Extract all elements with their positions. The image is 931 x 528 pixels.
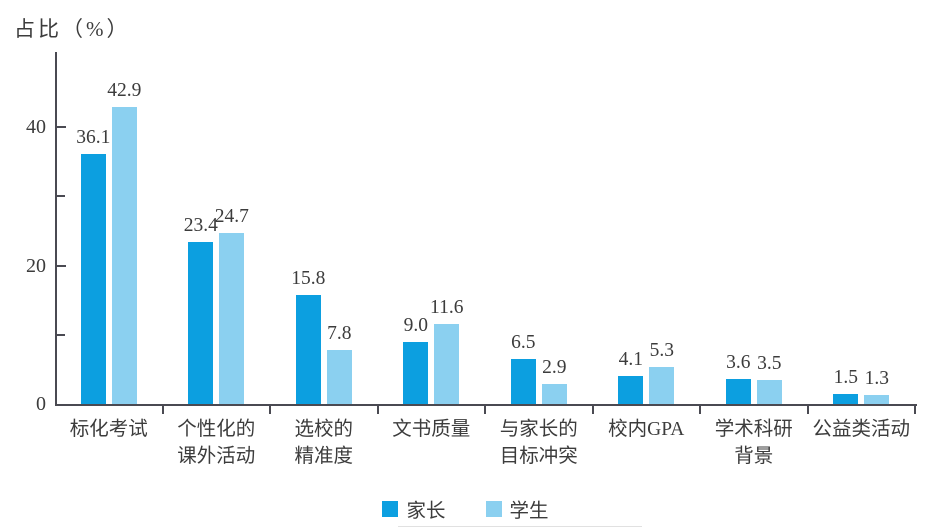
x-tick — [161, 406, 164, 414]
x-tick — [376, 406, 379, 414]
legend-swatch — [382, 500, 399, 517]
y-major-tick — [57, 126, 66, 128]
bar-value-label: 1.3 — [864, 367, 889, 389]
y-major-tick — [57, 264, 66, 267]
bar-value-label: 9.0 — [403, 314, 428, 336]
x-tick — [269, 406, 271, 414]
x-tick — [914, 406, 916, 414]
bar-学生-3 — [434, 323, 460, 404]
legend-item-学生: 学生 — [485, 494, 549, 523]
bar-value-label: 1.5 — [833, 366, 858, 388]
bottom-edge-artifact — [398, 526, 642, 527]
legend: 家长 学生 — [0, 494, 931, 523]
y-tick-label: 40 — [26, 116, 46, 138]
bar-家长-0 — [80, 154, 106, 404]
bar-学生-6 — [756, 379, 782, 404]
bar-value-label: 15.8 — [291, 267, 326, 289]
legend-label: 学生 — [509, 501, 549, 522]
bar-家长-3 — [403, 341, 429, 404]
y-tick-label: 0 — [36, 393, 46, 415]
bar-value-label: 42.9 — [107, 79, 142, 101]
category-label: 学术科研 背景 — [714, 419, 793, 467]
x-tick — [699, 406, 701, 414]
bar-家长-7 — [833, 393, 859, 404]
category-label: 公益类活动 — [812, 419, 910, 440]
x-tick — [484, 406, 486, 414]
x-axis-line — [55, 404, 917, 406]
bar-家长-6 — [725, 379, 751, 404]
bar-学生-5 — [649, 367, 675, 404]
y-tick-label: 20 — [26, 254, 46, 277]
bar-value-label: 3.6 — [726, 352, 751, 374]
category-label: 个性化的 课外活动 — [177, 419, 256, 467]
bar-value-label: 36.1 — [76, 127, 111, 148]
category-label: 与家长的 目标冲突 — [499, 419, 578, 467]
y-axis-line — [55, 52, 57, 406]
category-label: 校内GPA — [608, 419, 685, 440]
bar-value-label: 7.8 — [327, 322, 352, 344]
bar-家长-1 — [188, 241, 214, 404]
bar-value-label: 24.7 — [214, 205, 249, 227]
bar-value-label: 3.5 — [757, 352, 782, 374]
legend-label: 家长 — [406, 501, 446, 522]
bar-家长-2 — [295, 294, 321, 404]
legend-swatch — [485, 500, 502, 517]
category-label: 文书质量 — [392, 419, 471, 440]
y-axis-title: 占比（%） — [14, 17, 131, 41]
bar-学生-7 — [864, 394, 890, 404]
bar-value-label: 4.1 — [618, 348, 643, 370]
y-minor-tick — [57, 333, 65, 336]
category-label: 标化考试 — [69, 419, 148, 440]
bar-学生-2 — [326, 349, 352, 404]
bar-家长-4 — [510, 358, 536, 404]
bar-学生-0 — [111, 106, 137, 404]
bar-value-label: 2.9 — [542, 356, 567, 378]
legend-item-家长: 家长 — [382, 494, 446, 523]
bar-value-label: 6.5 — [511, 331, 536, 353]
x-tick — [591, 406, 594, 414]
bar-value-label: 11.6 — [430, 296, 464, 318]
bar-value-label: 23.4 — [183, 214, 218, 236]
y-minor-tick — [57, 195, 65, 198]
x-tick — [806, 406, 809, 414]
bar-学生-1 — [219, 232, 245, 404]
bar-家长-5 — [618, 375, 644, 404]
bar-value-label: 5.3 — [649, 340, 674, 362]
bar-学生-4 — [541, 383, 567, 404]
category-label: 选校的 精准度 — [294, 419, 353, 467]
